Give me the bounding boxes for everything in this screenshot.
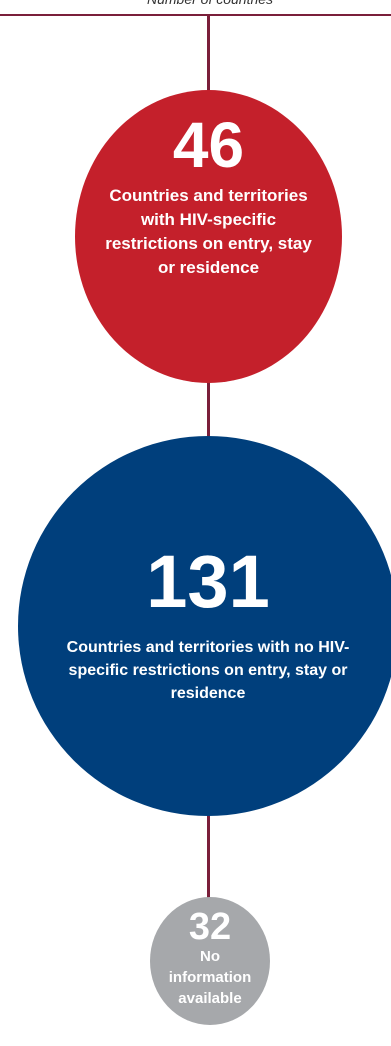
restricted-label: Countries and territories with HIV-speci…: [105, 186, 312, 277]
unrestricted-countries-circle: 131 Countries and territories with no HI…: [18, 436, 391, 816]
connector-line-middle: [207, 380, 210, 442]
top-rule: [0, 14, 391, 16]
no-information-count: 32: [188, 905, 232, 948]
unrestricted-label: Countries and territories with no HIV-sp…: [66, 638, 350, 702]
connector-line-bottom: [207, 814, 210, 906]
no-information-label: No information available: [168, 947, 252, 1007]
diagram-title: Number of countries: [0, 0, 391, 8]
unrestricted-count: 131: [146, 539, 270, 623]
connector-line-top: [207, 15, 210, 95]
restricted-countries-circle: 46 Countries and territories with HIV-sp…: [75, 90, 342, 383]
no-information-circle: 32 No information available: [150, 897, 270, 1025]
restricted-count: 46: [172, 109, 245, 181]
